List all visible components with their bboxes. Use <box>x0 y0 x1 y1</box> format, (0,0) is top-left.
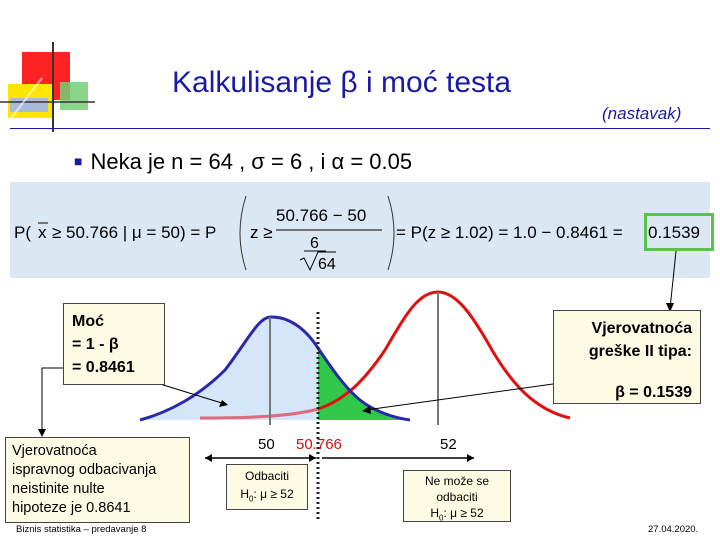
formula-z-geq: z ≥ <box>250 223 273 242</box>
correct-rejection-line-2: ispravnog odbacivanja <box>12 462 157 478</box>
formula-rhs: = P(z ≥ 1.02) = 1.0 − 0.8461 = <box>396 223 623 242</box>
reject-region-callout: Odbaciti H0: μ ≥ 52 <box>226 464 308 510</box>
decorative-logo <box>0 42 95 132</box>
power-formula: = 1 - β <box>72 336 119 353</box>
power-value: = 0.8461 <box>72 359 135 376</box>
type-ii-error-callout: Vjerovatnoća greške II tipa: β = 0.1539 <box>553 310 701 404</box>
result-pointer <box>669 250 677 310</box>
bullet-statement: ■ Neka je n = 64 , σ = 6 , i α = 0.05 <box>74 149 412 175</box>
big-left-paren <box>239 195 247 271</box>
accept-region-callout: Ne može se odbaciti H0: μ ≥ 52 <box>403 470 511 522</box>
correct-rejection-line-4: hipoteze je 0.8641 <box>12 500 131 516</box>
power-area <box>140 316 318 420</box>
accept-label-2: odbaciti <box>436 490 478 504</box>
reject-label: Odbaciti <box>244 469 290 483</box>
formula-denominator-n: 64 <box>318 256 336 273</box>
formula-xbar: x <box>38 223 47 242</box>
beta-area <box>318 348 410 420</box>
beta-pointer <box>365 383 554 411</box>
big-right-paren <box>387 195 395 271</box>
page-subtitle: (nastavak) <box>602 104 682 123</box>
bullet-square-icon: ■ <box>74 153 83 169</box>
power-label: Moć <box>72 313 104 330</box>
tick-50: 50 <box>258 436 275 453</box>
correct-rejection-line-3: neistinite nulte <box>12 481 105 497</box>
correct-rejection-callout: Vjerovatnoća ispravnog odbacivanja neist… <box>5 437 190 523</box>
type-ii-label-1: Vjerovatnoća <box>591 320 692 337</box>
type-ii-spacer <box>562 363 692 381</box>
footer-date: 27.04.2020. <box>648 524 699 535</box>
sqrt-sign <box>299 251 336 272</box>
bullet-text: Neka je n = 64 , σ = 6 , i α = 0.05 <box>90 149 413 174</box>
power-callout: Moć = 1 - β = 0.8461 <box>63 303 165 385</box>
formula-lhs-p: P( <box>14 223 31 242</box>
formula-numerator: 50.766 − 50 <box>276 206 366 225</box>
tick-52: 52 <box>440 436 457 453</box>
accept-hypothesis: H0: μ ≥ 52 <box>430 506 484 523</box>
tick-critical-value: 50.766 <box>296 436 342 453</box>
footer-left: Biznis statistika – predavanje 8 <box>16 524 147 535</box>
formula-lhs-cond: ≥ 50.766 | μ = 50) = P <box>52 223 216 242</box>
formula-result: 0.1539 <box>648 223 700 242</box>
accept-label-1: Ne može se <box>424 474 490 488</box>
type-ii-value: β = 0.1539 <box>615 384 692 401</box>
moc-pointer <box>159 383 226 405</box>
ispravno-pointer <box>41 367 68 434</box>
correct-rejection-line-1: Vjerovatnoća <box>12 443 97 459</box>
formula-denominator-sigma: 6 <box>310 235 319 252</box>
type-ii-label-2: greške II tipa: <box>588 343 692 360</box>
probability-formula: P( x ≥ 50.766 | μ = 50) = P z ≥ 50.766 −… <box>14 195 700 273</box>
reject-hypothesis: H0: μ ≥ 52 <box>240 487 294 504</box>
h1-left-tail <box>199 407 319 420</box>
result-highlight <box>644 213 714 251</box>
h0-curve <box>139 315 411 422</box>
page-title: Kalkulisanje β i moć testa <box>172 66 512 99</box>
title-divider <box>10 128 710 129</box>
